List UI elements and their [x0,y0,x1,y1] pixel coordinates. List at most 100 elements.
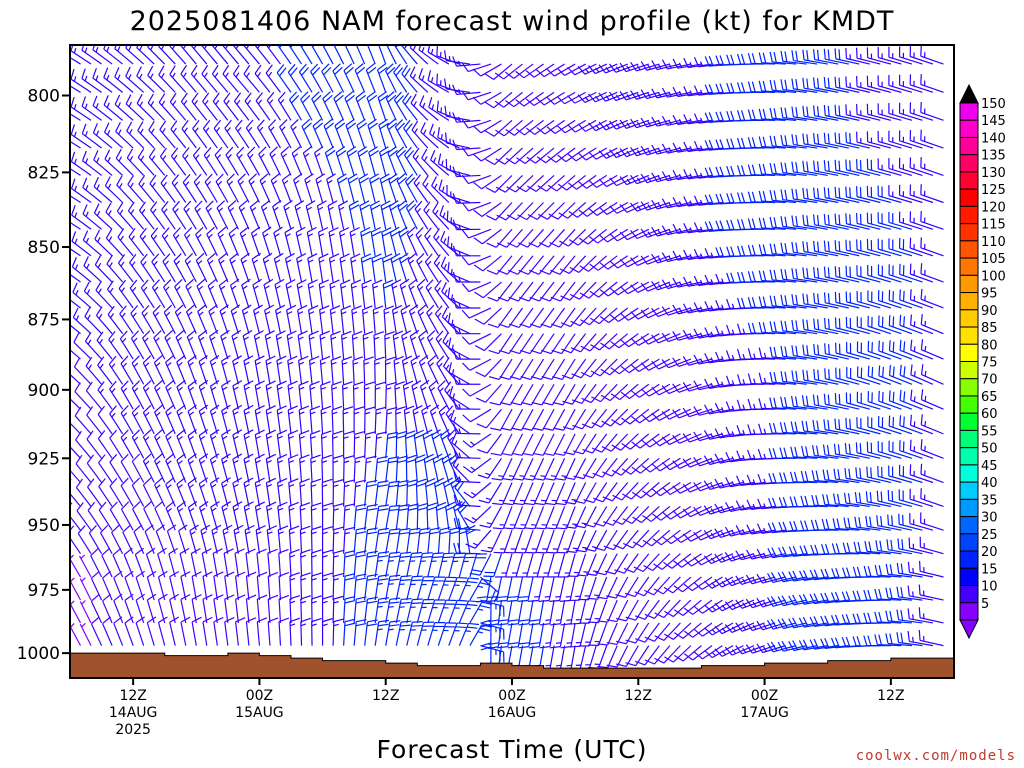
wind-barb [328,253,340,283]
wind-barb [452,271,481,283]
colorbar-label: 115 [981,218,1006,233]
wind-barb [232,355,242,385]
wind-barb [332,526,345,554]
wind-barb [724,599,755,611]
wind-barb [550,622,566,649]
wind-barb [602,457,629,477]
wind-barb [877,290,902,309]
wind-barb [550,255,576,275]
wind-barb [88,524,103,555]
wind-barb [207,278,218,309]
wind-barb [885,587,912,601]
wind-barb [622,529,650,549]
wind-barb [311,91,324,121]
wind-barb [559,576,576,602]
wind-barb [526,119,555,135]
wind-barb [198,404,209,435]
wind-barb [412,404,423,434]
wind-barb [309,380,320,410]
wind-barb [747,322,776,335]
wind-barb [534,506,555,530]
colorbar-swatch [959,585,979,604]
wind-barb [558,553,576,578]
wind-barb [769,135,797,149]
wind-barb [538,576,555,602]
wind-barb [333,45,345,65]
wind-barb [424,253,439,283]
colorbar-swatch [959,429,979,449]
wind-barb [630,383,660,398]
wind-barb [224,119,239,149]
wind-barb [724,645,755,656]
wind-barb [570,307,597,327]
wind-barb [758,190,786,204]
wind-barb [476,576,492,603]
wind-barb [79,554,92,578]
wind-barb [885,563,912,578]
wind-barb [898,46,923,65]
wind-barb [484,63,513,80]
wind-barb [823,187,849,204]
wind-barb [619,201,650,213]
wind-barb [105,228,124,257]
wind-barb [546,91,576,105]
wind-barb [661,457,692,471]
wind-barb [404,173,418,203]
wind-barb [112,547,124,578]
wind-barb [811,445,839,459]
wind-barb [130,305,145,334]
wind-barb [630,281,660,293]
wind-barb [229,252,239,283]
wind-barb [173,253,187,283]
wind-barb [353,430,365,459]
wind-barb [446,185,471,204]
wind-barb [116,175,134,203]
wind-barb [909,314,934,335]
wind-barb [253,304,263,334]
wind-barb [630,307,660,320]
wind-barb [211,524,222,554]
wind-barb [535,63,565,78]
wind-barb [208,304,218,334]
wind-barb [350,253,361,283]
wind-barb [225,146,239,176]
wind-barb [920,439,944,459]
wind-barb [222,45,239,65]
wind-barb [198,500,209,531]
wind-barb [515,63,544,79]
colorbar-label: 140 [981,131,1006,146]
wind-barb [758,163,786,177]
wind-barb [592,482,618,503]
wind-barb [532,433,555,456]
wind-barb [526,553,545,578]
wind-barb [418,45,439,65]
wind-barb [111,524,124,554]
wind-barb [747,109,776,121]
wind-barb [209,429,220,459]
wind-barb [556,119,586,134]
wind-barb [356,118,368,149]
wind-barb [845,48,870,65]
wind-barb [878,390,902,410]
wind-barb [256,119,271,149]
wind-barb [588,201,618,216]
wind-barb [461,307,492,319]
wind-barb [265,380,276,410]
x-axis-label: Forecast Time (UTC) [377,735,648,764]
wind-barb [275,330,286,360]
wind-barb [79,577,92,601]
wind-barb [153,330,166,360]
wind-barb [221,453,231,483]
wind-barb [780,268,807,283]
wind-barb [139,227,155,257]
wind-barb [152,304,166,334]
wind-barb [273,226,283,256]
wind-barb [332,479,344,507]
wind-barb [278,571,290,601]
plot-area [69,44,955,679]
wind-barb [844,442,870,459]
wind-barb [278,594,290,623]
wind-barb [458,622,480,646]
wind-barb [124,570,134,601]
wind-barb [419,95,439,121]
